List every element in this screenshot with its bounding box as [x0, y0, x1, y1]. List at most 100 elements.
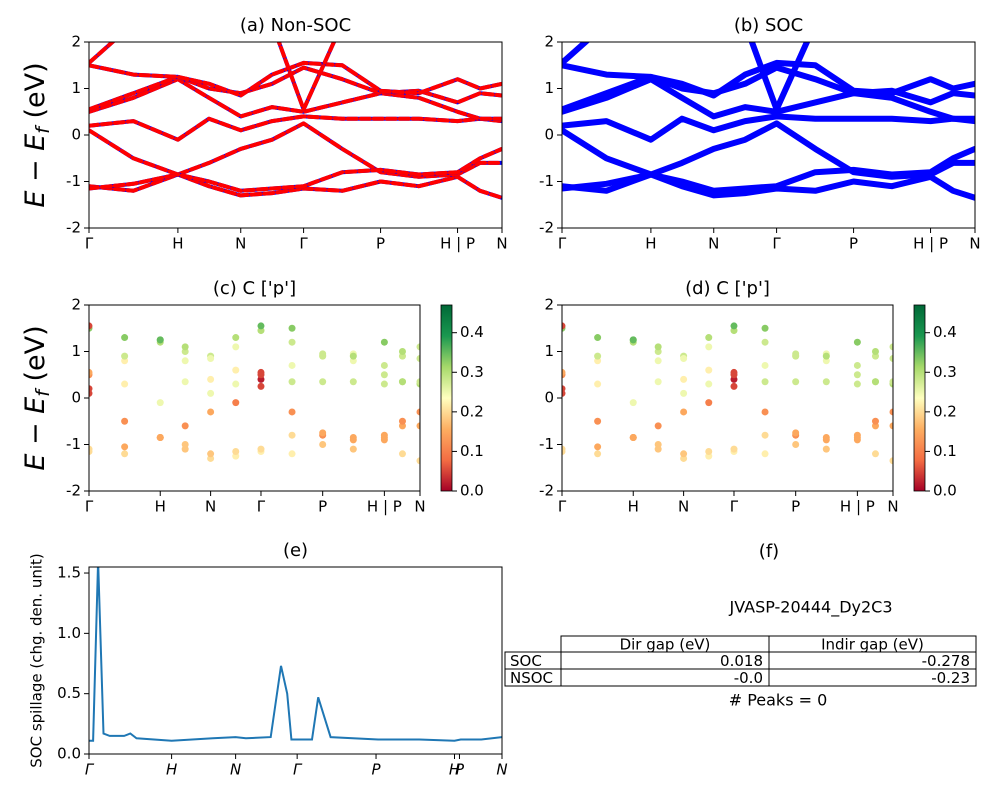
- plot-area: [89, 322, 420, 465]
- band-point: [89, 447, 93, 455]
- band-point: [871, 417, 879, 425]
- y-tick-label: 0.0: [57, 745, 81, 763]
- band-point: [232, 447, 240, 455]
- band-point: [181, 343, 189, 351]
- y-tick-label: 1.0: [57, 624, 81, 642]
- x-tick-label: H: [628, 498, 639, 516]
- x-tick-label: Γ: [85, 498, 94, 516]
- x-tick-label: Γ: [293, 761, 303, 779]
- band-point: [889, 422, 893, 430]
- band-point: [680, 354, 688, 362]
- band-point: [398, 417, 406, 425]
- band-point: [629, 399, 637, 407]
- x-tick-label: P: [318, 498, 327, 516]
- band-point: [257, 382, 265, 390]
- band-point: [121, 417, 129, 425]
- band-point: [594, 450, 602, 458]
- band-point: [232, 334, 240, 342]
- y-label-unit: (eV): [20, 62, 51, 127]
- band-line: [562, 59, 975, 99]
- y-label-sub: f: [32, 387, 54, 397]
- band-point: [207, 354, 215, 362]
- table-cell: [768, 668, 977, 687]
- band-point: [871, 348, 879, 355]
- y-tick-label: -1: [539, 435, 554, 453]
- band-point: [319, 378, 327, 386]
- colorbar-tick-label: 0.0: [460, 482, 484, 500]
- colorbar-tick-label: 0.2: [460, 402, 484, 420]
- x-tick-label: P: [372, 761, 382, 779]
- band-line: [89, 128, 502, 193]
- y-tick-label: 2: [71, 33, 81, 51]
- band-point: [156, 336, 164, 344]
- band-point: [889, 408, 893, 416]
- band-point: [822, 445, 830, 453]
- band-point: [594, 334, 602, 342]
- x-tick-label: H: [449, 761, 460, 779]
- band-point: [380, 338, 388, 346]
- panel-title: (d) C ['p']: [685, 278, 770, 299]
- y-tick-label: 1: [544, 342, 554, 360]
- x-tick-label: H: [166, 761, 177, 779]
- band-point: [562, 385, 566, 393]
- band-point: [822, 434, 830, 442]
- table-value: 0.018: [720, 652, 763, 670]
- band-point: [761, 408, 769, 416]
- band-point: [232, 366, 240, 374]
- band-point: [232, 399, 240, 407]
- band-point: [705, 447, 713, 455]
- x-tick-label: H | P: [913, 235, 948, 253]
- y-tick-label: 0.5: [57, 684, 81, 702]
- band-point: [730, 382, 738, 390]
- band-point: [380, 361, 388, 369]
- panel-title: (c) C ['p']: [213, 278, 296, 299]
- band-point: [654, 422, 662, 430]
- band-point: [761, 378, 769, 386]
- band-point: [181, 441, 189, 448]
- band-point: [792, 378, 800, 386]
- band-point: [89, 322, 93, 330]
- y-label-main: E − E: [20, 134, 51, 208]
- colorbar-tick-label: 0.4: [460, 323, 484, 341]
- band-point: [761, 361, 769, 369]
- band-point: [416, 408, 420, 416]
- x-tick-label: Γ: [85, 761, 95, 779]
- panel-title: (a) Non-SOC: [240, 15, 351, 36]
- band-point: [705, 366, 713, 374]
- column-header: Indir gap (eV): [821, 636, 924, 654]
- band-point: [730, 322, 738, 330]
- y-tick-label: -2: [66, 219, 81, 237]
- plot-area: [562, 322, 893, 465]
- panel-title: (f): [759, 541, 779, 562]
- band-point: [416, 343, 420, 351]
- band-point: [380, 371, 388, 379]
- band-point: [121, 334, 129, 342]
- y-tick-label: -1: [539, 172, 554, 190]
- y-tick-label: -1: [66, 435, 81, 453]
- colorbar: [440, 304, 453, 492]
- band-point: [680, 450, 688, 458]
- colorbar-tick-label: 0.2: [933, 402, 957, 420]
- band-point: [654, 441, 662, 448]
- band-point: [889, 378, 893, 386]
- band-point: [257, 322, 265, 330]
- table-value: -0.0: [734, 669, 763, 687]
- x-tick-label: N: [496, 235, 507, 253]
- y-tick-label: 0: [544, 389, 554, 407]
- colorbar-tick-label: 0.1: [933, 442, 957, 460]
- band-point: [319, 429, 327, 437]
- band-point: [853, 361, 861, 369]
- plot-area: [89, 42, 502, 200]
- y-label-main: E − E: [20, 397, 51, 471]
- x-tick-label: Γ: [299, 235, 308, 253]
- band-point: [349, 352, 357, 360]
- band-point: [288, 361, 296, 369]
- band-point: [562, 322, 566, 330]
- band-point: [89, 368, 93, 376]
- band-line: [89, 60, 502, 98]
- y-tick-label: 2: [544, 296, 554, 314]
- x-tick-label: Γ: [558, 235, 567, 253]
- band-point: [288, 408, 296, 416]
- y-tick-label: 1: [71, 342, 81, 360]
- colorbar: [913, 304, 926, 492]
